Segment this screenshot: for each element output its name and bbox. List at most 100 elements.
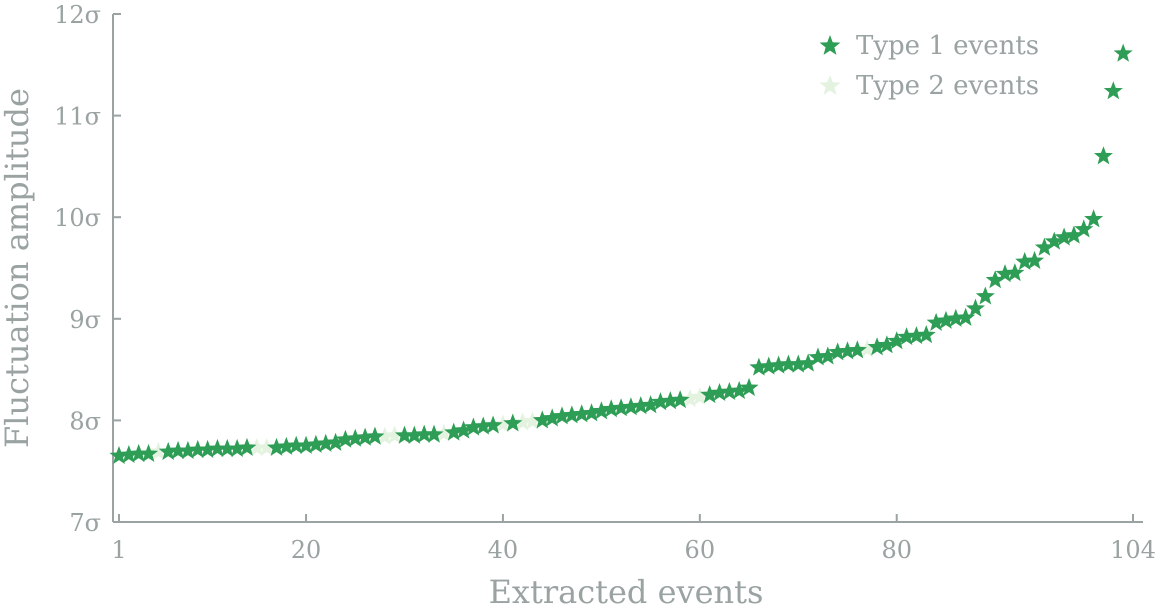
type1-point [168, 440, 188, 459]
type1-point [719, 381, 739, 401]
type1-point [729, 380, 749, 400]
type1-point [650, 392, 670, 411]
type1-point [414, 424, 434, 443]
x-axis-label: Extracted events [489, 573, 764, 607]
x-tick-label: 80 [881, 536, 912, 564]
type1-point [1113, 43, 1133, 62]
type1-point [808, 347, 828, 366]
type1-point [483, 415, 503, 434]
x-tick-label: 40 [488, 536, 519, 564]
legend: Type 1 events Type 2 events [819, 31, 1039, 101]
type1-point [552, 406, 572, 425]
type1-point [906, 326, 926, 345]
type1-point [887, 331, 907, 350]
y-tick-label: 11σ [54, 103, 101, 131]
type1-point [985, 270, 1005, 289]
type1-point [956, 307, 976, 326]
type1-point [710, 382, 730, 402]
type1-point [818, 346, 838, 365]
type1-point [572, 404, 592, 423]
type1-point [1015, 251, 1035, 270]
type1-point [532, 410, 552, 429]
type1-point [828, 342, 848, 361]
x-ticks: 1 20 40 60 80 104 [111, 514, 1156, 564]
type1-point [1034, 237, 1054, 256]
type2-point [375, 426, 395, 445]
type1-point [198, 439, 218, 458]
type1-point [227, 438, 247, 457]
type1-point [1044, 231, 1064, 250]
type1-point [306, 434, 326, 453]
type1-point [296, 435, 316, 454]
type2-point [690, 387, 710, 406]
type1-point [1103, 81, 1123, 100]
type1-point [335, 429, 355, 448]
type1-point [109, 445, 129, 465]
type1-point [454, 420, 474, 439]
data-points [109, 43, 1133, 465]
type1-point [837, 341, 858, 360]
type1-point [1074, 219, 1094, 238]
type1-point [591, 401, 611, 420]
type1-point [178, 440, 198, 459]
type1-point [916, 325, 936, 344]
type2-point [247, 437, 267, 456]
type1-point [129, 443, 149, 463]
type1-point [778, 354, 798, 373]
type2-point [148, 441, 168, 460]
type1-point [670, 390, 690, 409]
y-axis-label: Fluctuation amplitude [0, 88, 36, 448]
type1-point [965, 298, 985, 317]
type1-point [926, 312, 946, 331]
y-tick-label: 8σ [69, 407, 101, 435]
legend-label-type1: Type 1 events [856, 31, 1039, 61]
type1-point [463, 417, 483, 436]
type1-point [365, 426, 385, 445]
type1-point [749, 357, 769, 376]
y-tick-label: 12σ [54, 1, 101, 29]
type1-point [759, 356, 779, 375]
type1-point [660, 391, 680, 410]
star-icon [819, 35, 841, 55]
type1-point [1005, 263, 1025, 282]
type1-point [877, 335, 897, 354]
y-ticks: 7σ 8σ 9σ 10σ 11σ 12σ [54, 1, 121, 537]
type1-point [355, 427, 375, 446]
type1-point [217, 438, 237, 457]
type1-point [444, 422, 464, 441]
type2-point [522, 411, 542, 430]
type1-point [788, 354, 808, 373]
type1-point [1084, 209, 1104, 228]
type2-point [857, 339, 877, 358]
type2-point [257, 437, 277, 456]
type1-point [995, 264, 1015, 283]
x-tick-label: 20 [291, 536, 322, 564]
legend-marker-type2 [819, 75, 841, 95]
type1-point [394, 425, 415, 444]
type1-point [286, 435, 306, 454]
type2-point [513, 412, 533, 431]
type1-point [631, 396, 651, 415]
type1-point [345, 428, 365, 447]
type1-point [326, 432, 346, 451]
x-tick-label: 60 [685, 536, 716, 564]
star-icon [819, 75, 841, 95]
type1-point [542, 408, 562, 427]
type1-point [424, 424, 444, 443]
type1-point [404, 425, 424, 444]
type1-point [739, 377, 759, 396]
type1-point [798, 353, 818, 372]
type2-point [493, 414, 513, 433]
type1-point [503, 413, 523, 432]
type1-point [562, 405, 582, 424]
type1-point [316, 433, 336, 452]
x-tick-label: 104 [1110, 536, 1156, 564]
type1-point [276, 436, 296, 455]
type1-point [207, 438, 227, 457]
type1-point [1025, 250, 1045, 269]
type1-point [975, 286, 995, 305]
type1-point [237, 437, 257, 456]
type1-point [158, 441, 178, 460]
type1-point [601, 399, 621, 418]
